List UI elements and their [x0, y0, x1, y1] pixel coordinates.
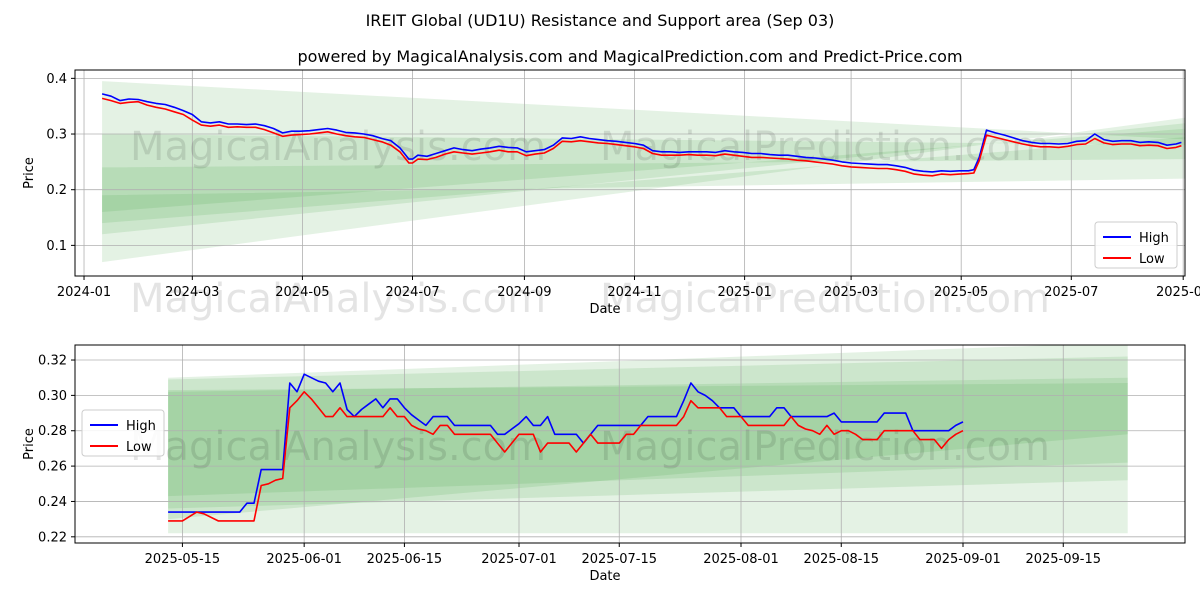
x-tick-label: 2024-11 [607, 285, 661, 300]
x-tick-label: 2024-07 [385, 285, 439, 300]
y-axis-label: Price [22, 157, 37, 189]
legend-label-low: Low [126, 440, 152, 455]
series-line-high [101, 93, 1182, 173]
y-tick-label: 0.32 [38, 354, 67, 369]
x-axis-label: Date [589, 302, 620, 317]
x-tick-label: 2025-08-01 [703, 552, 779, 567]
x-tick-label: 2025-01 [717, 285, 771, 300]
legend-label-high: High [126, 419, 156, 434]
x-tick-label: 2025-06-15 [367, 552, 443, 567]
x-tick-label: 2025-05 [934, 285, 988, 300]
support-resistance-band [102, 123, 1185, 235]
watermark-text: MagicalAnalysis.com [130, 424, 546, 470]
y-axis-label: Price [22, 428, 37, 460]
support-resistance-band [102, 128, 1185, 212]
x-tick-label: 2024-09 [497, 285, 551, 300]
x-tick-label: 2025-05-15 [145, 552, 221, 567]
support-resistance-band [102, 137, 1185, 224]
support-resistance-band [168, 356, 1128, 509]
legend-box [81, 409, 165, 457]
band-group [102, 81, 1185, 263]
legend: High Low [1094, 221, 1178, 269]
x-tick-label: 2025-09-01 [925, 552, 1001, 567]
x-tick-label: 2025-08-15 [803, 552, 879, 567]
series-line-low [168, 391, 964, 522]
x-tick-label: 2024-03 [165, 285, 219, 300]
watermark-text: MagicalPrediction.com [600, 424, 1050, 470]
x-tick-label: 2025-07-01 [481, 552, 557, 567]
support-resistance-band [102, 81, 1185, 263]
x-tick-label: 2024-05 [275, 285, 329, 300]
x-tick-label: 2025-09-15 [1025, 552, 1101, 567]
axes-frame [74, 69, 1186, 277]
y-tick-label: 0.3 [46, 128, 67, 143]
x-axis-label: Date [589, 569, 620, 584]
figure-title: IREIT Global (UD1U) Resistance and Suppo… [366, 11, 835, 30]
series-line-high [168, 373, 964, 513]
x-tick-label: 2025-03 [824, 285, 878, 300]
y-tick-label: 0.30 [38, 389, 67, 404]
watermark-text: MagicalAnalysis.com [130, 276, 546, 322]
legend-box [1094, 221, 1178, 269]
legend-label-low: Low [1139, 252, 1165, 267]
figure-subtitle: powered by MagicalAnalysis.com and Magic… [297, 47, 962, 66]
series-line-low [101, 97, 1182, 177]
x-tick-label: 2025-09 [1156, 285, 1200, 300]
axes-frame [74, 344, 1186, 544]
y-tick-label: 0.1 [46, 239, 67, 254]
watermark-text: MagicalAnalysis.com [130, 124, 546, 170]
support-resistance-band [168, 345, 1128, 534]
bottom-chart-panel: MagicalAnalysis.com MagicalPrediction.com… [22, 344, 1186, 584]
y-tick-label: 0.2 [46, 183, 67, 198]
y-tick-label: 0.28 [38, 424, 67, 439]
top-chart-panel: MagicalAnalysis.com MagicalPrediction.com… [22, 69, 1200, 322]
x-tick-label: 2025-07-15 [581, 552, 657, 567]
y-tick-label: 0.4 [46, 72, 67, 87]
y-tick-label: 0.26 [38, 460, 67, 475]
legend-label-high: High [1139, 231, 1169, 246]
grid-lines [75, 345, 1185, 543]
y-tick-label: 0.24 [38, 495, 67, 510]
watermark-text: MagicalPrediction.com [600, 276, 1050, 322]
x-tick-label: 2024-01 [57, 285, 111, 300]
x-tick-label: 2025-06-01 [266, 552, 342, 567]
x-tick-label: 2025-07 [1044, 285, 1098, 300]
y-tick-label: 0.22 [38, 530, 67, 545]
legend: High Low [81, 409, 165, 457]
